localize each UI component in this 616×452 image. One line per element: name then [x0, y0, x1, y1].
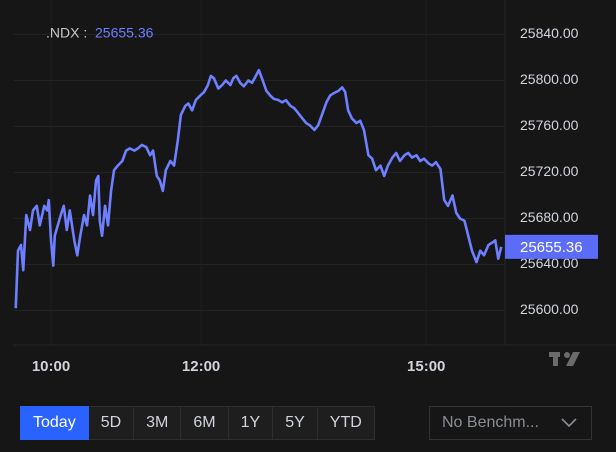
chart: 25600.00 25640.00 25680.00 25720.00 25760.00… — [0, 0, 616, 400]
range-selector: Today 5D 3M 6M 1Y 5Y YTD — [20, 406, 375, 440]
y-tick-label: 25800.00 — [520, 71, 579, 87]
last-price-label: 25655.36 — [520, 239, 583, 256]
x-tick-label: 10:00 — [32, 358, 70, 375]
plot — [14, 68, 503, 309]
header-price: 25655.36 — [95, 25, 154, 41]
price-line — [14, 68, 503, 309]
x-tick-label: 15:00 — [407, 358, 445, 375]
last-price-box — [505, 234, 598, 259]
range-button[interactable]: 5D — [88, 406, 135, 440]
y-tick-label: 25680.00 — [520, 209, 579, 225]
range-button[interactable]: 3M — [134, 406, 182, 440]
grid — [13, 0, 505, 345]
range-button[interactable]: YTD — [317, 406, 375, 440]
y-tick-label: 25840.00 — [520, 25, 579, 41]
range-button[interactable]: 5Y — [273, 406, 318, 440]
y-tick-label: 25760.00 — [520, 117, 579, 133]
tradingview-logo — [549, 352, 580, 366]
axis: 25600.00 25640.00 25680.00 25720.00 25760.00… — [32, 25, 598, 375]
benchmark-text: No Benchm... — [442, 414, 539, 431]
x-tick-label: 12:00 — [182, 358, 220, 375]
range-button[interactable]: Today — [20, 406, 89, 440]
chevron — [561, 418, 577, 428]
symbol-label: .NDX : — [46, 25, 87, 41]
y-tick-label: 25720.00 — [520, 163, 579, 179]
y-tick-label: 25600.00 — [520, 301, 579, 317]
chart-background — [0, 0, 616, 400]
benchmark-dropdown[interactable]: No Benchm... — [429, 406, 592, 440]
range-button[interactable]: 1Y — [228, 406, 274, 440]
y-tick-label: 25640.00 — [520, 255, 579, 271]
range-button[interactable]: 6M — [181, 406, 229, 440]
